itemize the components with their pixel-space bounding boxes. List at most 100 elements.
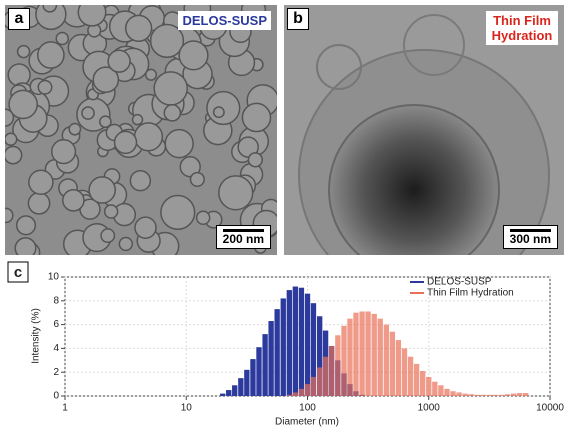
bar <box>396 340 401 396</box>
vesicle <box>130 171 150 191</box>
vesicle <box>38 81 51 94</box>
panel-label: b <box>287 8 309 30</box>
bar <box>469 394 474 396</box>
vesicle <box>63 190 84 211</box>
vesicle <box>164 105 180 121</box>
vesicle <box>8 64 30 86</box>
bar <box>226 390 231 396</box>
vesicle <box>5 133 17 145</box>
scale-bar: 300 nm <box>503 225 558 249</box>
y-tick-label: 4 <box>53 343 59 354</box>
vesicle <box>154 72 187 105</box>
vesicle <box>126 15 152 41</box>
bar <box>329 346 334 396</box>
vesicle <box>135 123 163 151</box>
vesicle <box>56 32 68 44</box>
vesicle <box>52 140 76 164</box>
bar <box>305 294 310 396</box>
bar <box>517 393 522 396</box>
vesicle <box>161 195 195 229</box>
vesicle <box>15 238 36 255</box>
bar <box>481 395 486 396</box>
vesicle <box>219 176 253 210</box>
bar <box>250 359 255 396</box>
vesicle <box>28 193 49 214</box>
bar <box>281 298 286 396</box>
bar <box>378 319 383 396</box>
micrograph: b Thin Film Hydration 300 nm <box>284 5 564 255</box>
vesicle <box>179 41 208 70</box>
x-tick-label: 10000 <box>536 403 564 414</box>
vesicle <box>105 205 118 218</box>
vesicle <box>5 146 22 163</box>
bar <box>408 357 413 396</box>
vesicle <box>133 115 143 125</box>
panel-label: c <box>14 264 22 281</box>
bar <box>287 290 292 396</box>
bar <box>511 394 516 396</box>
vesicle <box>197 211 210 224</box>
micrograph-image <box>5 5 277 255</box>
bar <box>341 326 346 396</box>
bar <box>347 319 352 396</box>
bar <box>420 371 425 396</box>
bar <box>220 394 225 396</box>
bar <box>414 364 419 396</box>
panel-label: a <box>8 8 30 30</box>
bar <box>426 377 431 396</box>
bar <box>493 395 498 396</box>
bar <box>456 392 461 396</box>
figure: a DELOS-SUSP 200 nm b Thin Film Hydratio… <box>0 0 569 430</box>
bar <box>438 385 443 396</box>
bar <box>299 288 304 396</box>
vesicle <box>38 42 64 68</box>
bar <box>317 367 322 396</box>
vesicle <box>214 107 224 117</box>
vesicle <box>78 5 105 26</box>
y-tick-label: 10 <box>48 272 60 283</box>
vesicle <box>17 216 36 235</box>
vesicle <box>119 237 132 250</box>
bar <box>287 395 292 396</box>
vesicle <box>207 92 240 125</box>
bar <box>450 391 455 396</box>
bar <box>462 394 467 396</box>
bar <box>353 313 358 396</box>
y-tick-label: 0 <box>53 391 59 402</box>
panel-caption: Thin Film Hydration <box>486 11 558 45</box>
x-tick-label: 10 <box>181 403 193 414</box>
vesicle <box>29 170 53 194</box>
bar <box>232 385 237 396</box>
vesicle <box>190 173 204 187</box>
x-axis-label: Diameter (nm) <box>275 417 339 428</box>
bar <box>402 348 407 396</box>
bar <box>305 384 310 396</box>
legend-label: DELOS-SUSP <box>427 277 492 288</box>
bar <box>311 377 316 396</box>
bar <box>323 357 328 396</box>
bar <box>499 395 504 396</box>
vesicle <box>69 123 80 134</box>
vesicle <box>108 50 130 72</box>
x-tick-label: 1 <box>62 403 68 414</box>
vesicle <box>165 130 193 158</box>
vesicle <box>242 103 270 131</box>
vesicle <box>146 69 157 80</box>
micrograph: a DELOS-SUSP 200 nm <box>5 5 277 255</box>
vesicle <box>135 217 156 238</box>
x-tick-label: 1000 <box>418 403 441 414</box>
vesicle <box>18 46 30 58</box>
panel-caption: DELOS-SUSP <box>178 11 271 30</box>
vesicle <box>101 229 114 242</box>
bar <box>505 394 510 396</box>
bar <box>432 382 437 396</box>
x-tick-label: 100 <box>299 403 316 414</box>
vesicle <box>248 153 262 167</box>
y-tick-label: 8 <box>53 295 59 306</box>
bar <box>384 325 389 396</box>
vesicle <box>43 5 56 12</box>
bar <box>274 309 279 396</box>
bar <box>256 347 261 396</box>
chart: c Intensity (%) Diameter (nm) 0246810110… <box>0 258 569 430</box>
bar <box>238 378 243 396</box>
